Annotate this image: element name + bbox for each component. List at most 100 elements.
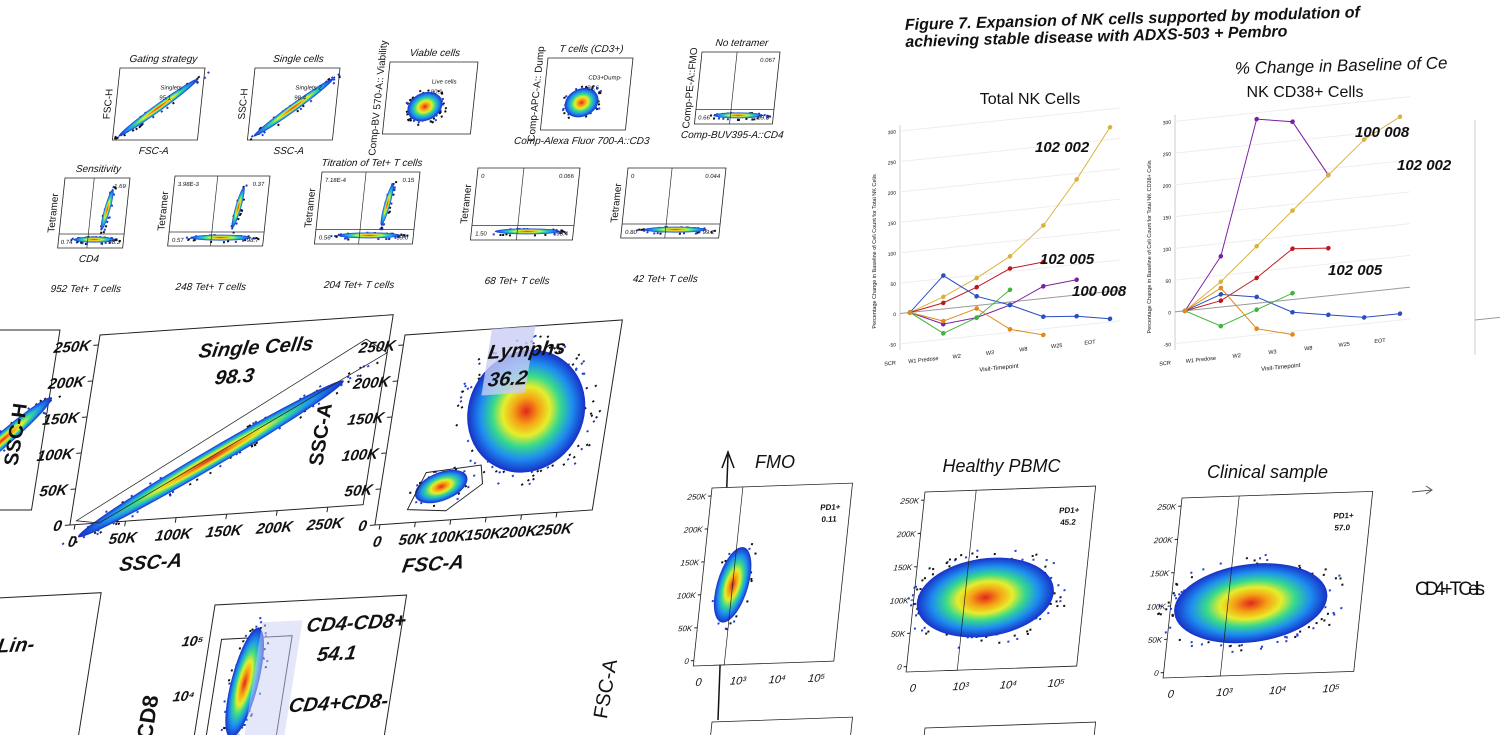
event-dot <box>505 233 508 236</box>
y-tick-label: 0 <box>1154 669 1160 678</box>
event-dot <box>717 622 720 625</box>
density-region <box>494 228 561 235</box>
event-dot <box>560 232 563 235</box>
data-point <box>1182 308 1188 314</box>
event-dot <box>1059 596 1062 599</box>
x-tick-label: 250K <box>305 515 346 534</box>
event-dot <box>356 374 360 378</box>
event-dot <box>301 104 305 108</box>
event-dot <box>473 474 476 477</box>
event-dot <box>598 409 602 413</box>
event-dot <box>248 424 252 427</box>
line-chart: -50 0 50 100 150 200 250 300 SCR W1 Predose W2 W3 W8… <box>1147 96 1410 373</box>
event-dot <box>444 106 448 110</box>
event-dot <box>1339 577 1342 580</box>
gate-value: 98.3 <box>213 365 257 389</box>
event-dot <box>556 344 560 348</box>
gating-panel: Tetramer 0 0.044 0.80 99.2 42 Tet+ T cells <box>609 167 727 285</box>
x-tick <box>124 521 127 527</box>
event-dot <box>923 577 926 580</box>
x-tick <box>378 524 381 530</box>
event-dot <box>394 236 397 239</box>
event-dot <box>1328 589 1331 592</box>
gate-value: 0.57 <box>172 238 185 244</box>
event-dot <box>1013 634 1016 637</box>
grid-line <box>900 168 1120 193</box>
event-dot <box>1240 649 1243 652</box>
event-dot <box>116 520 119 523</box>
data-point <box>1218 298 1224 304</box>
event-dot <box>1178 638 1181 642</box>
event-dot <box>640 228 643 231</box>
event-dot <box>580 85 584 89</box>
event-dot <box>563 96 566 100</box>
event-dot <box>469 385 473 389</box>
series-label: 102 002 <box>1035 139 1090 156</box>
event-dot <box>114 136 118 140</box>
data-point <box>974 306 979 311</box>
y-axis-label: FSC-H <box>102 89 116 120</box>
event-dot <box>1039 617 1042 621</box>
event-dot <box>567 116 571 120</box>
data-point <box>974 284 979 290</box>
event-dot <box>252 421 255 425</box>
event-dot <box>377 237 380 240</box>
event-dot <box>255 237 258 240</box>
data-point <box>1007 254 1013 259</box>
event-dot <box>594 384 598 388</box>
event-dot <box>207 71 210 74</box>
event-dot <box>470 449 474 453</box>
chart-title: NK CD38+ Cells <box>1247 84 1364 101</box>
x-tick-label: W8 <box>1304 346 1312 353</box>
x-axis-label: Comp-BUV395-A::CD4 <box>680 130 784 141</box>
event-dot <box>390 202 393 205</box>
event-dot <box>227 240 230 243</box>
y-tick-label: -50 <box>889 342 896 349</box>
x-tick-label: 10³ <box>952 681 970 694</box>
event-dot <box>105 510 108 514</box>
gate-value: 0.066 <box>559 174 575 180</box>
event-dot <box>104 241 107 244</box>
gate-highlight <box>241 620 303 735</box>
event-dot <box>584 85 588 89</box>
event-dot <box>1173 594 1176 597</box>
pd1-panel: PD1+ 45.2 0 50K 100K 150K 200K 250K 0 10³ 10⁴ 10⁵ <box>889 485 1097 695</box>
event-dot <box>80 241 83 244</box>
event-dot <box>750 577 753 581</box>
event-dot <box>750 543 754 546</box>
event-dot <box>478 362 481 366</box>
event-dot <box>980 639 983 642</box>
event-dot <box>160 110 164 113</box>
event-dot <box>409 491 412 495</box>
gate-line <box>358 172 367 244</box>
event-dot <box>919 587 922 591</box>
plot-frame <box>167 175 271 247</box>
event-dot <box>750 579 753 583</box>
event-dot <box>1231 650 1234 653</box>
event-dot <box>235 222 238 225</box>
gate-value: 95.1 <box>159 96 172 102</box>
event-dot <box>385 238 388 241</box>
gate-polygon <box>406 464 484 512</box>
series-label: 100 008 <box>1072 283 1127 300</box>
event-dot <box>580 362 584 366</box>
event-dot <box>408 98 412 102</box>
event-dot <box>745 117 748 120</box>
event-dot <box>713 229 717 232</box>
event-dot <box>113 186 117 189</box>
x-tick-label: 10³ <box>729 675 747 688</box>
event-dot <box>928 567 931 570</box>
event-dot <box>1276 640 1279 644</box>
event-dot <box>1159 613 1162 616</box>
y-axis-label: Tetramer <box>609 183 624 223</box>
y-tick-label: 300 <box>1163 120 1172 127</box>
event-dot <box>108 241 111 244</box>
density-cloud <box>113 71 210 140</box>
event-dot <box>330 76 334 80</box>
density-region <box>564 87 599 118</box>
gate-value: 7.18E-4 <box>325 178 347 184</box>
event-dot <box>416 484 419 487</box>
event-dot <box>1220 644 1223 647</box>
x-axis-label: Visit-Timepoint <box>979 364 1019 374</box>
